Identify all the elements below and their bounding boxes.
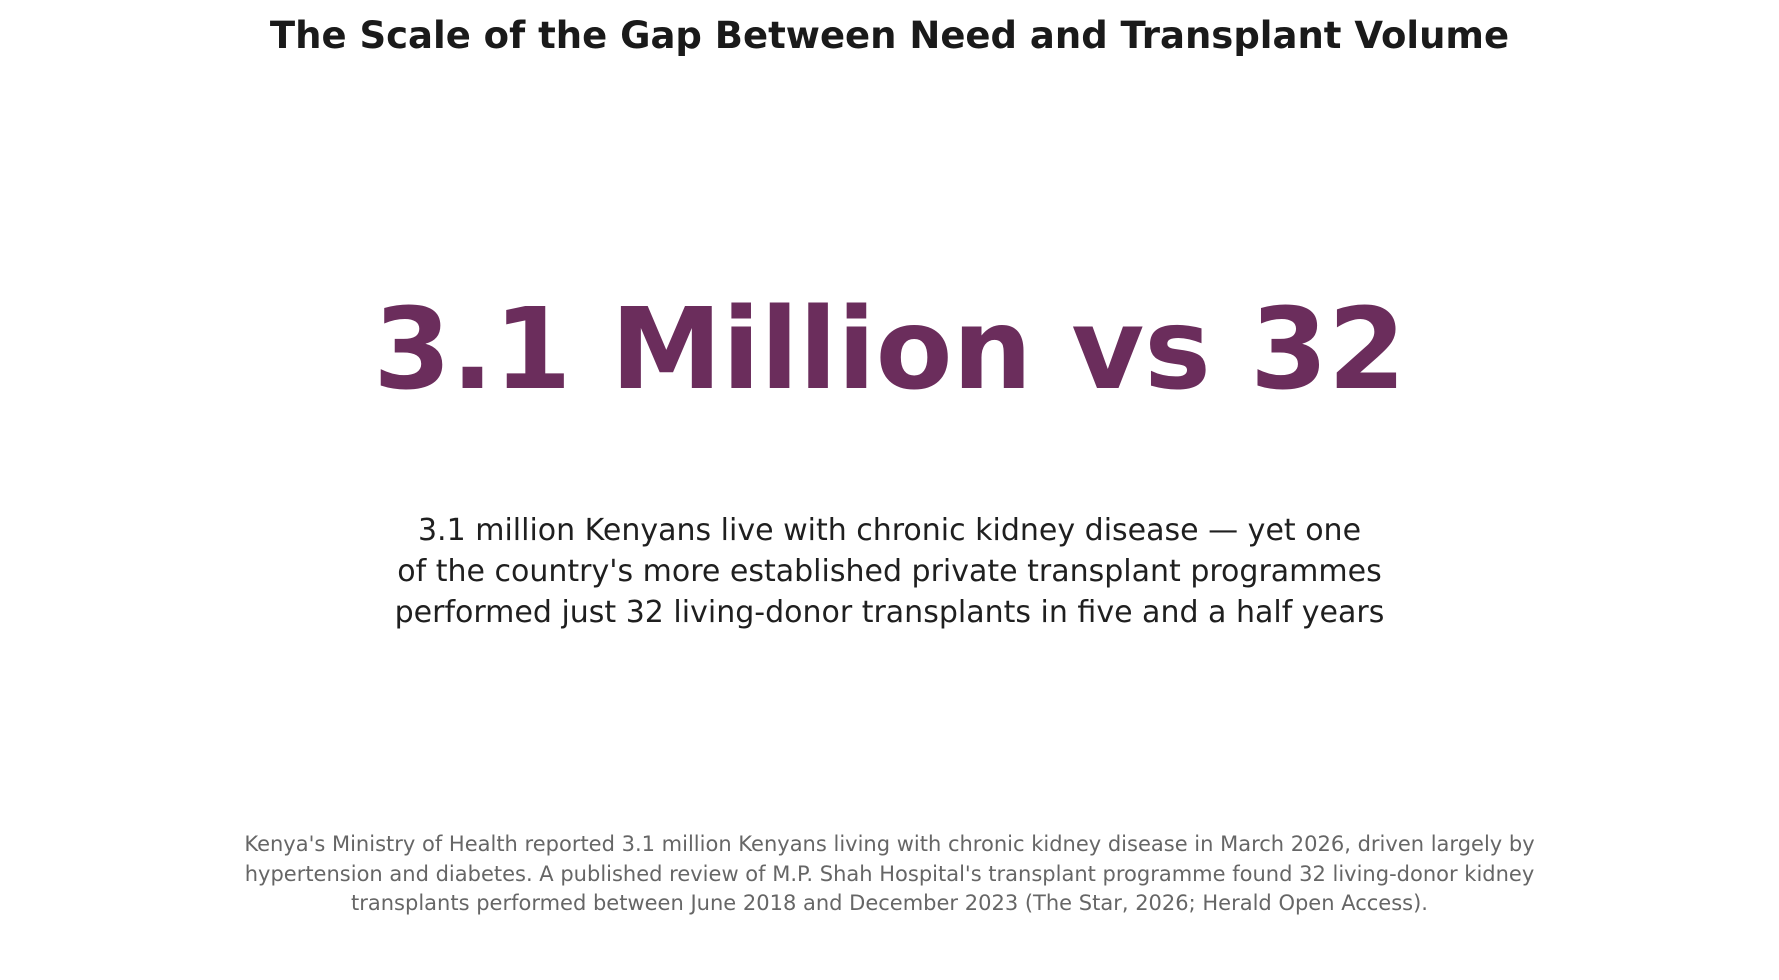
- footnote-line: transplants performed between June 2018 …: [351, 891, 1428, 915]
- subtitle-line: performed just 32 living-donor transplan…: [394, 595, 1385, 630]
- page-title: The Scale of the Gap Between Need and Tr…: [269, 14, 1510, 57]
- source-footnote: Kenya's Ministry of Health reported 3.1 …: [215, 830, 1564, 919]
- subtitle: 3.1 million Kenyans live with chronic ki…: [339, 510, 1440, 633]
- footnote-line: Kenya's Ministry of Health reported 3.1 …: [244, 832, 1535, 856]
- headline-stat: 3.1 Million vs 32: [373, 285, 1406, 415]
- subtitle-line: 3.1 million Kenyans live with chronic ki…: [417, 513, 1362, 548]
- subtitle-line: of the country's more established privat…: [397, 554, 1382, 589]
- footnote-line: hypertension and diabetes. A published r…: [244, 861, 1535, 886]
